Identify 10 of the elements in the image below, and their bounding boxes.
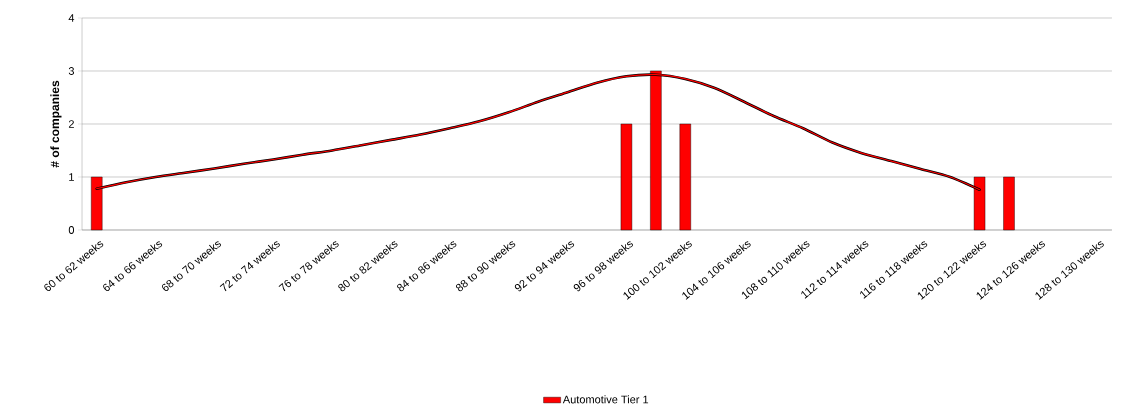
y-tick-label: 1 bbox=[69, 173, 74, 181]
y-tick-label: 2 bbox=[68, 120, 74, 128]
bar bbox=[1003, 176, 1015, 231]
y-tick-label: 0 bbox=[68, 226, 75, 234]
bar bbox=[620, 123, 633, 231]
bar bbox=[679, 123, 691, 231]
y-tick-label: 4 bbox=[68, 14, 75, 22]
y-axis-title: # of companies bbox=[50, 80, 62, 168]
legend-label: Automotive Tier 1 bbox=[562, 395, 649, 404]
y-tick-label: 3 bbox=[68, 67, 74, 75]
